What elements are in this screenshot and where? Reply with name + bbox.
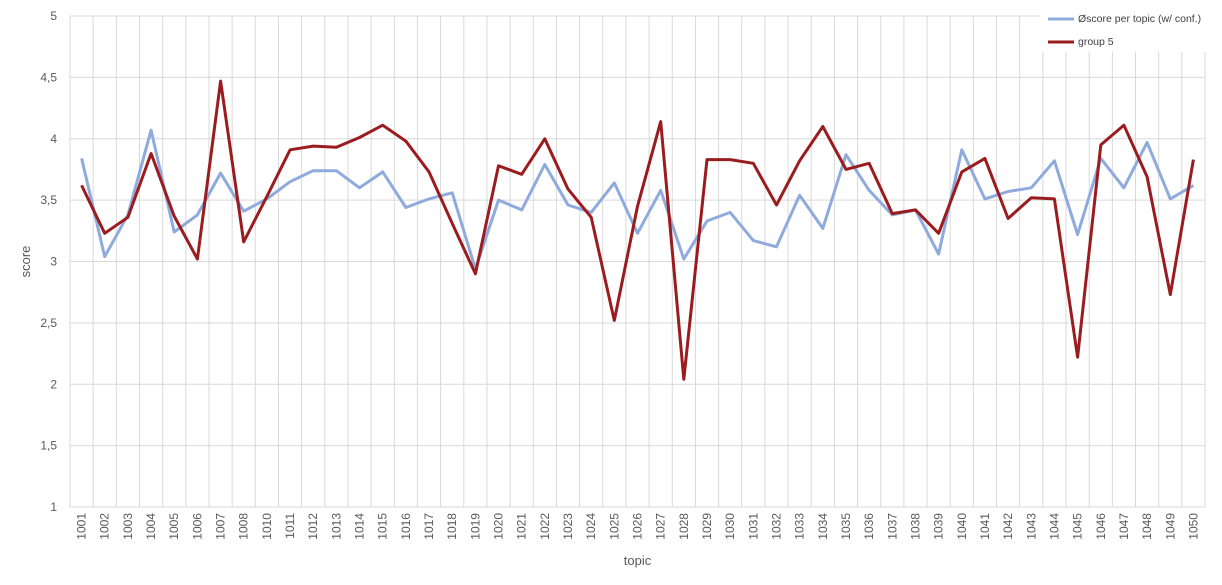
x-tick-label: 1021 (515, 513, 529, 540)
x-tick-label: 1037 (885, 513, 899, 540)
x-tick-label: 1015 (376, 513, 390, 540)
x-tick-label: 1013 (329, 513, 343, 540)
gridlines (69, 15, 1206, 508)
y-tick-label: 1,5 (40, 439, 57, 453)
series-lines (80, 79, 1195, 381)
x-tick-label: 1039 (932, 513, 946, 540)
x-axis-ticks: 1001 1002 1003 1004 1005 1006 1007 1008 1010 1011… (75, 513, 1201, 540)
series-line-2 (80, 79, 1195, 381)
x-tick-label: 1050 (1186, 513, 1200, 540)
x-tick-label: 1003 (121, 513, 135, 540)
x-tick-label: 1031 (746, 513, 760, 540)
x-tick-label: 1011 (283, 513, 297, 539)
x-tick-label: 1040 (955, 513, 969, 540)
x-tick-label: 1048 (1140, 513, 1154, 540)
x-tick-label: 1032 (769, 513, 783, 540)
x-tick-label: 1001 (75, 513, 89, 540)
x-tick-label: 1023 (561, 513, 575, 540)
x-tick-label: 1024 (584, 513, 598, 540)
y-tick-label: 1 (50, 500, 57, 514)
x-tick-label: 1041 (978, 513, 992, 540)
x-tick-label: 1033 (793, 513, 807, 540)
x-tick-label: 1017 (422, 513, 436, 540)
y-tick-label: 5 (50, 9, 57, 23)
x-tick-label: 1029 (700, 513, 714, 540)
y-axis-ticks: 1 1,5 2 2,5 3 3,5 4 4,5 5 (40, 9, 57, 514)
x-tick-label: 1028 (677, 513, 691, 540)
x-tick-label: 1018 (445, 513, 459, 540)
x-tick-label: 1043 (1024, 513, 1038, 540)
x-tick-label: 1025 (607, 513, 621, 540)
x-tick-label: 1034 (816, 513, 830, 540)
x-tick-label: 1042 (1001, 513, 1015, 540)
x-tick-label: 1044 (1047, 513, 1061, 540)
x-tick-label: 1012 (306, 513, 320, 540)
legend-background (1040, 8, 1208, 52)
x-tick-label: 1019 (468, 513, 482, 540)
x-tick-label: 1027 (654, 513, 668, 540)
legend-label-series-1: Øscore per topic (w/ conf.) (1078, 13, 1201, 25)
y-tick-label: 3 (50, 255, 57, 269)
x-tick-label: 1045 (1071, 513, 1085, 540)
x-tick-label: 1014 (353, 513, 367, 540)
x-axis-title: topic (624, 553, 652, 568)
series-line-1 (80, 128, 1195, 271)
y-tick-label: 4,5 (40, 70, 57, 84)
x-tick-label: 1007 (214, 513, 228, 540)
x-tick-label: 1036 (862, 513, 876, 540)
x-tick-label: 1002 (98, 513, 112, 540)
legend-label-series-2: group 5 (1078, 36, 1114, 48)
x-tick-label: 1016 (399, 513, 413, 540)
x-tick-label: 1006 (190, 513, 204, 540)
legend: Øscore per topic (w/ conf.) group 5 (1040, 8, 1208, 52)
x-tick-label: 1005 (167, 513, 181, 540)
x-tick-label: 1030 (723, 513, 737, 540)
x-tick-label: 1046 (1094, 513, 1108, 540)
y-tick-label: 4 (50, 132, 57, 146)
x-tick-label: 1010 (260, 513, 274, 540)
x-tick-label: 1022 (538, 513, 552, 540)
x-tick-label: 1004 (144, 513, 158, 540)
x-tick-label: 1038 (908, 513, 922, 540)
x-tick-label: 1049 (1163, 513, 1177, 540)
y-tick-label: 2,5 (40, 316, 57, 330)
y-tick-label: 2 (50, 377, 57, 391)
x-tick-label: 1008 (237, 513, 251, 540)
x-tick-label: 1026 (631, 513, 645, 540)
y-tick-label: 3,5 (40, 193, 57, 207)
x-tick-label: 1047 (1117, 513, 1131, 540)
x-tick-label: 1035 (839, 513, 853, 540)
y-axis-title: score (18, 246, 33, 278)
x-tick-label: 1020 (492, 513, 506, 540)
